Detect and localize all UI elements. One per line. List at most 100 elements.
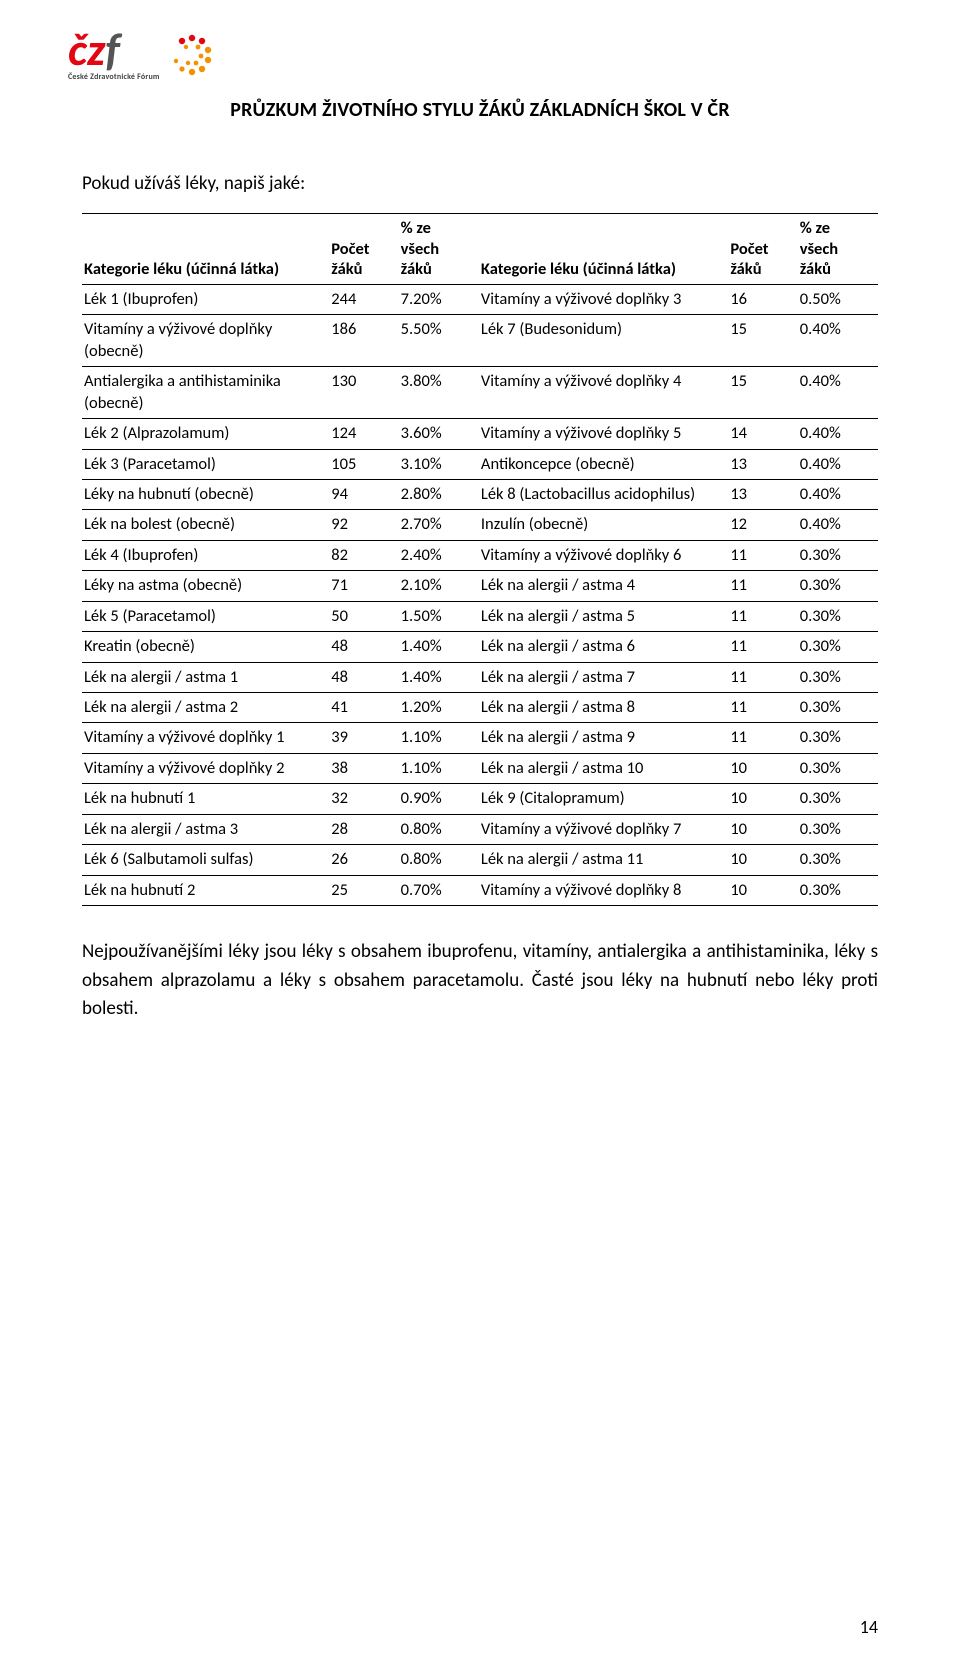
summary-paragraph: Nejpoužívanějšími léky jsou léky s obsah… <box>82 938 878 1024</box>
cell-left-count: 28 <box>329 814 398 844</box>
cell-left-label: Lék 5 (Paracetamol) <box>82 601 329 631</box>
cell-left-pct: 0.80% <box>399 814 479 844</box>
cell-left-pct: 1.50% <box>399 601 479 631</box>
logo-letters: č z f České Zdravotnické Fórum <box>68 30 160 81</box>
table-header-row: Kategorie léku (účinná látka) Počet žáků… <box>82 214 878 285</box>
section-title: Pokud užíváš léky, napiš jaké: <box>82 172 878 195</box>
cell-left-count: 105 <box>329 449 398 479</box>
cell-left-pct: 3.80% <box>399 367 479 419</box>
document-page: č z f České Zdravotnické Fórum <box>0 0 960 1668</box>
cell-left-count: 39 <box>329 723 398 753</box>
col-header-right-label: Kategorie léku (účinná látka) <box>479 214 728 285</box>
cell-left-count: 82 <box>329 540 398 570</box>
table-row: Léky na hubnutí (obecně)942.80%Lék 8 (La… <box>82 479 878 509</box>
cell-right-count: 11 <box>728 601 797 631</box>
cell-left-pct: 2.40% <box>399 540 479 570</box>
cell-left-count: 71 <box>329 571 398 601</box>
table-row: Lék na alergii / astma 3280.80%Vitamíny … <box>82 814 878 844</box>
cell-left-pct: 2.80% <box>399 479 479 509</box>
cell-left-pct: 1.40% <box>399 632 479 662</box>
cell-left-count: 130 <box>329 367 398 419</box>
medication-table: Kategorie léku (účinná látka) Počet žáků… <box>82 213 878 906</box>
logo-subtitle: České Zdravotnické Fórum <box>68 72 160 82</box>
col-header-right-count: Počet žáků <box>728 214 797 285</box>
cell-left-count: 48 <box>329 632 398 662</box>
cell-left-count: 38 <box>329 753 398 783</box>
cell-right-label: Lék na alergii / astma 11 <box>479 845 728 875</box>
cell-right-count: 16 <box>728 284 797 314</box>
cell-left-pct: 3.10% <box>399 449 479 479</box>
cell-right-count: 15 <box>728 315 797 367</box>
cell-right-pct: 0.40% <box>798 449 878 479</box>
cell-right-pct: 0.40% <box>798 315 878 367</box>
cell-right-count: 10 <box>728 784 797 814</box>
cell-left-count: 26 <box>329 845 398 875</box>
col-header-left-count: Počet žáků <box>329 214 398 285</box>
cell-right-label: Vitamíny a výživové doplňky 4 <box>479 367 728 419</box>
cell-left-pct: 2.10% <box>399 571 479 601</box>
cell-left-count: 94 <box>329 479 398 509</box>
table-row: Vitamíny a výživové doplňky (obecně)1865… <box>82 315 878 367</box>
cell-left-label: Léky na hubnutí (obecně) <box>82 479 329 509</box>
cell-right-count: 11 <box>728 540 797 570</box>
cell-left-label: Lék na bolest (obecně) <box>82 510 329 540</box>
cell-left-count: 186 <box>329 315 398 367</box>
cell-left-count: 48 <box>329 662 398 692</box>
cell-left-pct: 0.80% <box>399 845 479 875</box>
cell-right-count: 10 <box>728 814 797 844</box>
col-header-left-label: Kategorie léku (účinná látka) <box>82 214 329 285</box>
cell-left-label: Vitamíny a výživové doplňky (obecně) <box>82 315 329 367</box>
cell-right-label: Lék 7 (Budesonidum) <box>479 315 728 367</box>
cell-left-label: Kreatin (obecně) <box>82 632 329 662</box>
cell-left-count: 244 <box>329 284 398 314</box>
cell-right-pct: 0.30% <box>798 723 878 753</box>
table-row: Lék 2 (Alprazolamum)1243.60%Vitamíny a v… <box>82 419 878 449</box>
table-row: Lék na alergii / astma 2411.20%Lék na al… <box>82 693 878 723</box>
cell-right-count: 10 <box>728 875 797 905</box>
cell-right-label: Lék na alergii / astma 6 <box>479 632 728 662</box>
table-row: Antialergika a antihistaminika (obecně)1… <box>82 367 878 419</box>
cell-left-label: Lék 6 (Salbutamoli sulfas) <box>82 845 329 875</box>
table-row: Lék 4 (Ibuprofen)822.40%Vitamíny a výživ… <box>82 540 878 570</box>
cell-left-pct: 1.10% <box>399 753 479 783</box>
cell-left-label: Antialergika a antihistaminika (obecně) <box>82 367 329 419</box>
table-row: Vitamíny a výživové doplňky 1391.10%Lék … <box>82 723 878 753</box>
cell-left-count: 32 <box>329 784 398 814</box>
cell-right-label: Vitamíny a výživové doplňky 6 <box>479 540 728 570</box>
cell-right-label: Inzulín (obecně) <box>479 510 728 540</box>
cell-right-pct: 0.30% <box>798 784 878 814</box>
cell-right-count: 13 <box>728 449 797 479</box>
table-row: Lék 5 (Paracetamol)501.50%Lék na alergii… <box>82 601 878 631</box>
cell-right-pct: 0.30% <box>798 601 878 631</box>
col-header-left-pct: % ze všech žáků <box>399 214 479 285</box>
cell-right-count: 11 <box>728 723 797 753</box>
cell-right-count: 13 <box>728 479 797 509</box>
cell-right-count: 14 <box>728 419 797 449</box>
cell-right-count: 11 <box>728 632 797 662</box>
cell-left-count: 25 <box>329 875 398 905</box>
table-row: Vitamíny a výživové doplňky 2381.10%Lék … <box>82 753 878 783</box>
cell-right-pct: 0.30% <box>798 814 878 844</box>
page-title: PRŮZKUM ŽIVOTNÍHO STYLU ŽÁKŮ ZÁKLADNÍCH … <box>82 98 878 122</box>
page-number: 14 <box>860 1616 878 1638</box>
sun-icon <box>164 28 220 84</box>
cell-right-label: Lék na alergii / astma 8 <box>479 693 728 723</box>
cell-right-label: Lék na alergii / astma 5 <box>479 601 728 631</box>
cell-right-label: Lék 9 (Citalopramum) <box>479 784 728 814</box>
cell-left-pct: 0.90% <box>399 784 479 814</box>
cell-right-label: Vitamíny a výživové doplňky 5 <box>479 419 728 449</box>
cell-right-pct: 0.30% <box>798 875 878 905</box>
cell-right-count: 11 <box>728 662 797 692</box>
cell-right-label: Antikoncepce (obecně) <box>479 449 728 479</box>
cell-right-label: Lék na alergii / astma 10 <box>479 753 728 783</box>
table-row: Lék 6 (Salbutamoli sulfas)260.80%Lék na … <box>82 845 878 875</box>
cell-right-pct: 0.40% <box>798 367 878 419</box>
cell-left-pct: 7.20% <box>399 284 479 314</box>
cell-left-label: Lék na alergii / astma 3 <box>82 814 329 844</box>
table-row: Kreatin (obecně)481.40%Lék na alergii / … <box>82 632 878 662</box>
cell-right-pct: 0.30% <box>798 845 878 875</box>
cell-left-count: 50 <box>329 601 398 631</box>
table-row: Lék na hubnutí 1320.90%Lék 9 (Citalopram… <box>82 784 878 814</box>
cell-right-label: Lék na alergii / astma 7 <box>479 662 728 692</box>
cell-right-count: 12 <box>728 510 797 540</box>
